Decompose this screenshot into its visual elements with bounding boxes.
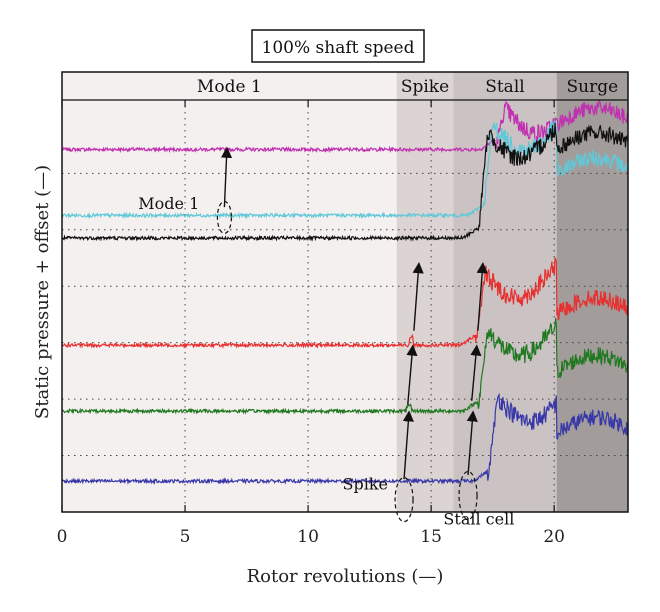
series-lines <box>61 99 629 486</box>
x-tick-label: 5 <box>180 527 191 547</box>
chart-title: 100% shaft speed <box>262 38 415 58</box>
region-label-stall: Stall <box>485 77 525 97</box>
phase-regions: Mode 1 Spike Stall Surge <box>62 72 628 512</box>
region-label-surge: Surge <box>566 77 618 97</box>
x-tick-label: 15 <box>420 527 442 547</box>
region-mode-1 <box>62 72 397 512</box>
annotations: Mode 1 Spike Stall cell <box>138 146 514 528</box>
annotation-stall-cell: Stall cell <box>443 509 514 528</box>
spike-arrow-2 <box>406 344 418 405</box>
annotation-spike: Spike <box>343 474 388 493</box>
series-line-3 <box>61 122 629 242</box>
annotation-mode1: Mode 1 <box>138 194 199 213</box>
plot-frame <box>61 71 629 513</box>
series-line-2 <box>61 120 629 220</box>
x-tick-label: 0 <box>57 527 68 547</box>
spike-ellipse <box>394 477 414 523</box>
region-label-spike: Spike <box>401 77 449 97</box>
series-line-6 <box>61 392 629 486</box>
title-frame <box>251 29 425 63</box>
spike-arrow-3 <box>412 262 424 331</box>
x-tick-label: 20 <box>543 527 565 547</box>
stall-cell-ellipse <box>458 470 478 521</box>
series-line-4 <box>61 257 629 349</box>
chart-title-box: 100% shaft speed <box>251 29 425 63</box>
mode1-arrow <box>220 146 233 208</box>
x-ticks: 0 5 10 15 20 <box>57 100 565 547</box>
stall-arrow-2 <box>470 344 482 401</box>
spike-arrow-1 <box>402 410 414 480</box>
series-line-5 <box>61 317 629 416</box>
x-tick-label: 10 <box>297 527 319 547</box>
x-axis-label: Rotor revolutions (—) <box>247 566 444 587</box>
series-line-1 <box>61 99 629 154</box>
stall-arrow-1 <box>466 410 478 475</box>
stall-arrow-3 <box>476 262 488 331</box>
region-spike <box>396 72 454 512</box>
mode1-ellipse <box>216 200 233 235</box>
grid <box>62 100 628 512</box>
region-label-mode-1: Mode 1 <box>197 77 262 97</box>
y-axis-label: Static pressure + offset (—) <box>32 165 53 419</box>
